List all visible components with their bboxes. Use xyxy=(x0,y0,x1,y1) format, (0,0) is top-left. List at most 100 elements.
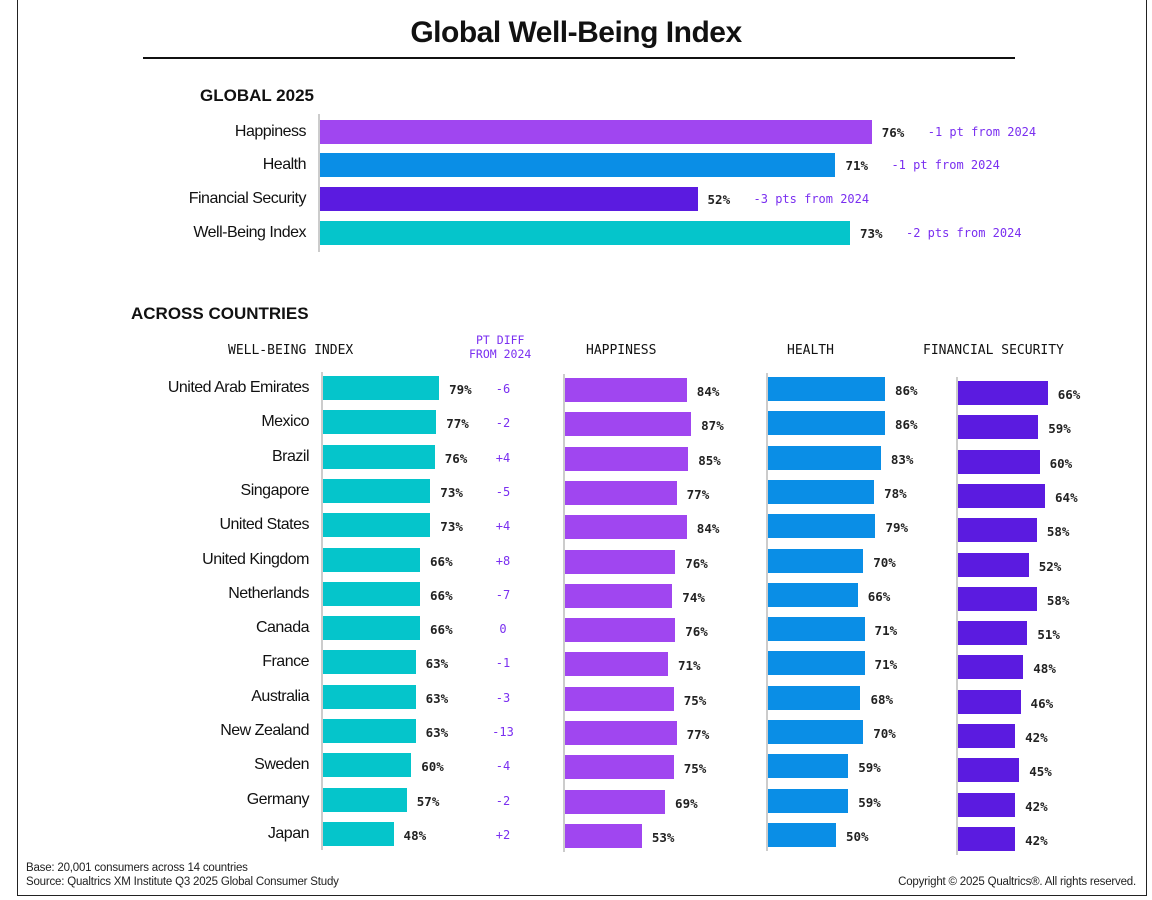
global-value-label: 76% xyxy=(881,125,905,140)
country-value-label: 66% xyxy=(867,588,891,604)
country-bar xyxy=(323,684,416,709)
country-value-label: 71% xyxy=(874,657,898,673)
country-value-label: 84% xyxy=(696,521,720,537)
diff-value: -5 xyxy=(495,484,511,499)
country-bar xyxy=(958,483,1046,508)
column-header-1: HAPPINESS xyxy=(586,343,657,358)
country-bar xyxy=(323,616,421,641)
country-bar xyxy=(768,685,861,710)
country-bar xyxy=(958,621,1028,646)
country-bar xyxy=(768,754,849,779)
country-bar xyxy=(958,655,1024,680)
diff-value: +8 xyxy=(495,553,511,568)
country-bar xyxy=(768,617,865,642)
country-bar xyxy=(768,377,885,401)
country-label: France xyxy=(262,653,309,671)
column-axis xyxy=(956,377,958,855)
country-label: Singapore xyxy=(240,481,310,499)
country-value-label: 48% xyxy=(1033,661,1056,677)
country-bar xyxy=(565,412,692,437)
country-bar xyxy=(565,618,676,643)
country-value-label: 75% xyxy=(683,761,707,777)
country-label: United Arab Emirates xyxy=(167,379,310,396)
footer-copyright: Copyright © 2025 Qualtrics®. All rights … xyxy=(898,876,1136,888)
country-label: Australia xyxy=(251,687,309,705)
country-bar xyxy=(323,376,440,400)
country-value-label: 59% xyxy=(858,760,881,776)
country-bar xyxy=(768,411,885,436)
diff-value: +2 xyxy=(495,827,511,842)
country-value-label: 63% xyxy=(425,656,449,672)
country-value-label: 77% xyxy=(446,416,469,432)
country-bar xyxy=(565,378,687,402)
diff-value: +4 xyxy=(495,450,511,465)
country-bar xyxy=(565,789,666,814)
country-bar xyxy=(323,753,412,778)
diff-value: -1 xyxy=(495,656,511,671)
country-value-label: 66% xyxy=(430,622,453,638)
country-value-label: 85% xyxy=(698,452,721,468)
global-change-label: -2 pts from 2024 xyxy=(905,226,1022,240)
country-bar xyxy=(958,415,1039,440)
global-value-label: 73% xyxy=(859,226,883,241)
country-label: New Zealand xyxy=(220,722,309,739)
global-section-title: GLOBAL 2025 xyxy=(200,86,315,105)
country-bar xyxy=(323,650,416,675)
country-value-label: 66% xyxy=(430,553,453,569)
country-bar xyxy=(768,788,849,813)
country-label: Germany xyxy=(246,790,310,808)
country-label: Mexico xyxy=(261,413,309,431)
global-change-label: -3 pts from 2024 xyxy=(753,192,870,206)
country-bar xyxy=(958,518,1037,543)
country-value-label: 45% xyxy=(1029,764,1052,780)
country-value-label: 63% xyxy=(425,725,449,740)
country-bar xyxy=(565,823,642,848)
country-bar xyxy=(958,689,1021,714)
global-change-label: -1 pt from 2024 xyxy=(891,158,1000,172)
diff-value: +4 xyxy=(495,519,511,534)
global-category-label: Well-Being Index xyxy=(193,224,306,241)
country-value-label: 84% xyxy=(696,384,720,399)
diff-value: -3 xyxy=(495,690,511,705)
footer-source: Source: Qualtrics XM Institute Q3 2025 G… xyxy=(26,876,339,888)
country-value-label: 86% xyxy=(894,417,918,433)
country-bar xyxy=(565,549,676,574)
country-bar xyxy=(958,552,1029,577)
country-value-label: 70% xyxy=(873,554,896,570)
country-bar xyxy=(565,583,673,608)
diff-header-line2: FROM 2024 xyxy=(469,347,532,361)
country-value-label: 87% xyxy=(701,418,724,434)
country-bar xyxy=(958,826,1016,851)
country-bar xyxy=(958,792,1016,817)
country-value-label: 60% xyxy=(1049,455,1073,471)
country-bar xyxy=(323,547,421,572)
diff-value: -4 xyxy=(495,759,511,774)
page-title: Global Well-Being Index xyxy=(410,16,742,49)
global-value-label: 52% xyxy=(707,192,731,207)
column-axis xyxy=(321,372,323,850)
country-bar xyxy=(958,586,1037,611)
country-value-label: 66% xyxy=(1057,387,1081,402)
country-value-label: 73% xyxy=(440,519,463,535)
country-bar xyxy=(768,514,876,539)
global-axis xyxy=(318,114,320,252)
country-value-label: 59% xyxy=(1048,421,1071,437)
country-value-label: 64% xyxy=(1055,489,1078,505)
diff-value: -7 xyxy=(495,587,511,602)
country-value-label: 71% xyxy=(677,658,701,674)
country-bar xyxy=(323,513,431,538)
country-value-label: 59% xyxy=(858,794,881,810)
country-value-label: 50% xyxy=(846,828,869,844)
country-value-label: 66% xyxy=(430,587,453,603)
country-value-label: 79% xyxy=(885,520,909,536)
country-bar xyxy=(958,758,1020,783)
global-category-label: Happiness xyxy=(234,123,307,140)
country-value-label: 79% xyxy=(449,382,472,397)
global-category-label: Health xyxy=(262,156,307,173)
country-value-label: 53% xyxy=(651,829,675,845)
country-bar xyxy=(565,721,677,745)
diff-value: -2 xyxy=(495,416,511,431)
country-bar xyxy=(323,581,421,606)
country-bar xyxy=(323,444,435,469)
